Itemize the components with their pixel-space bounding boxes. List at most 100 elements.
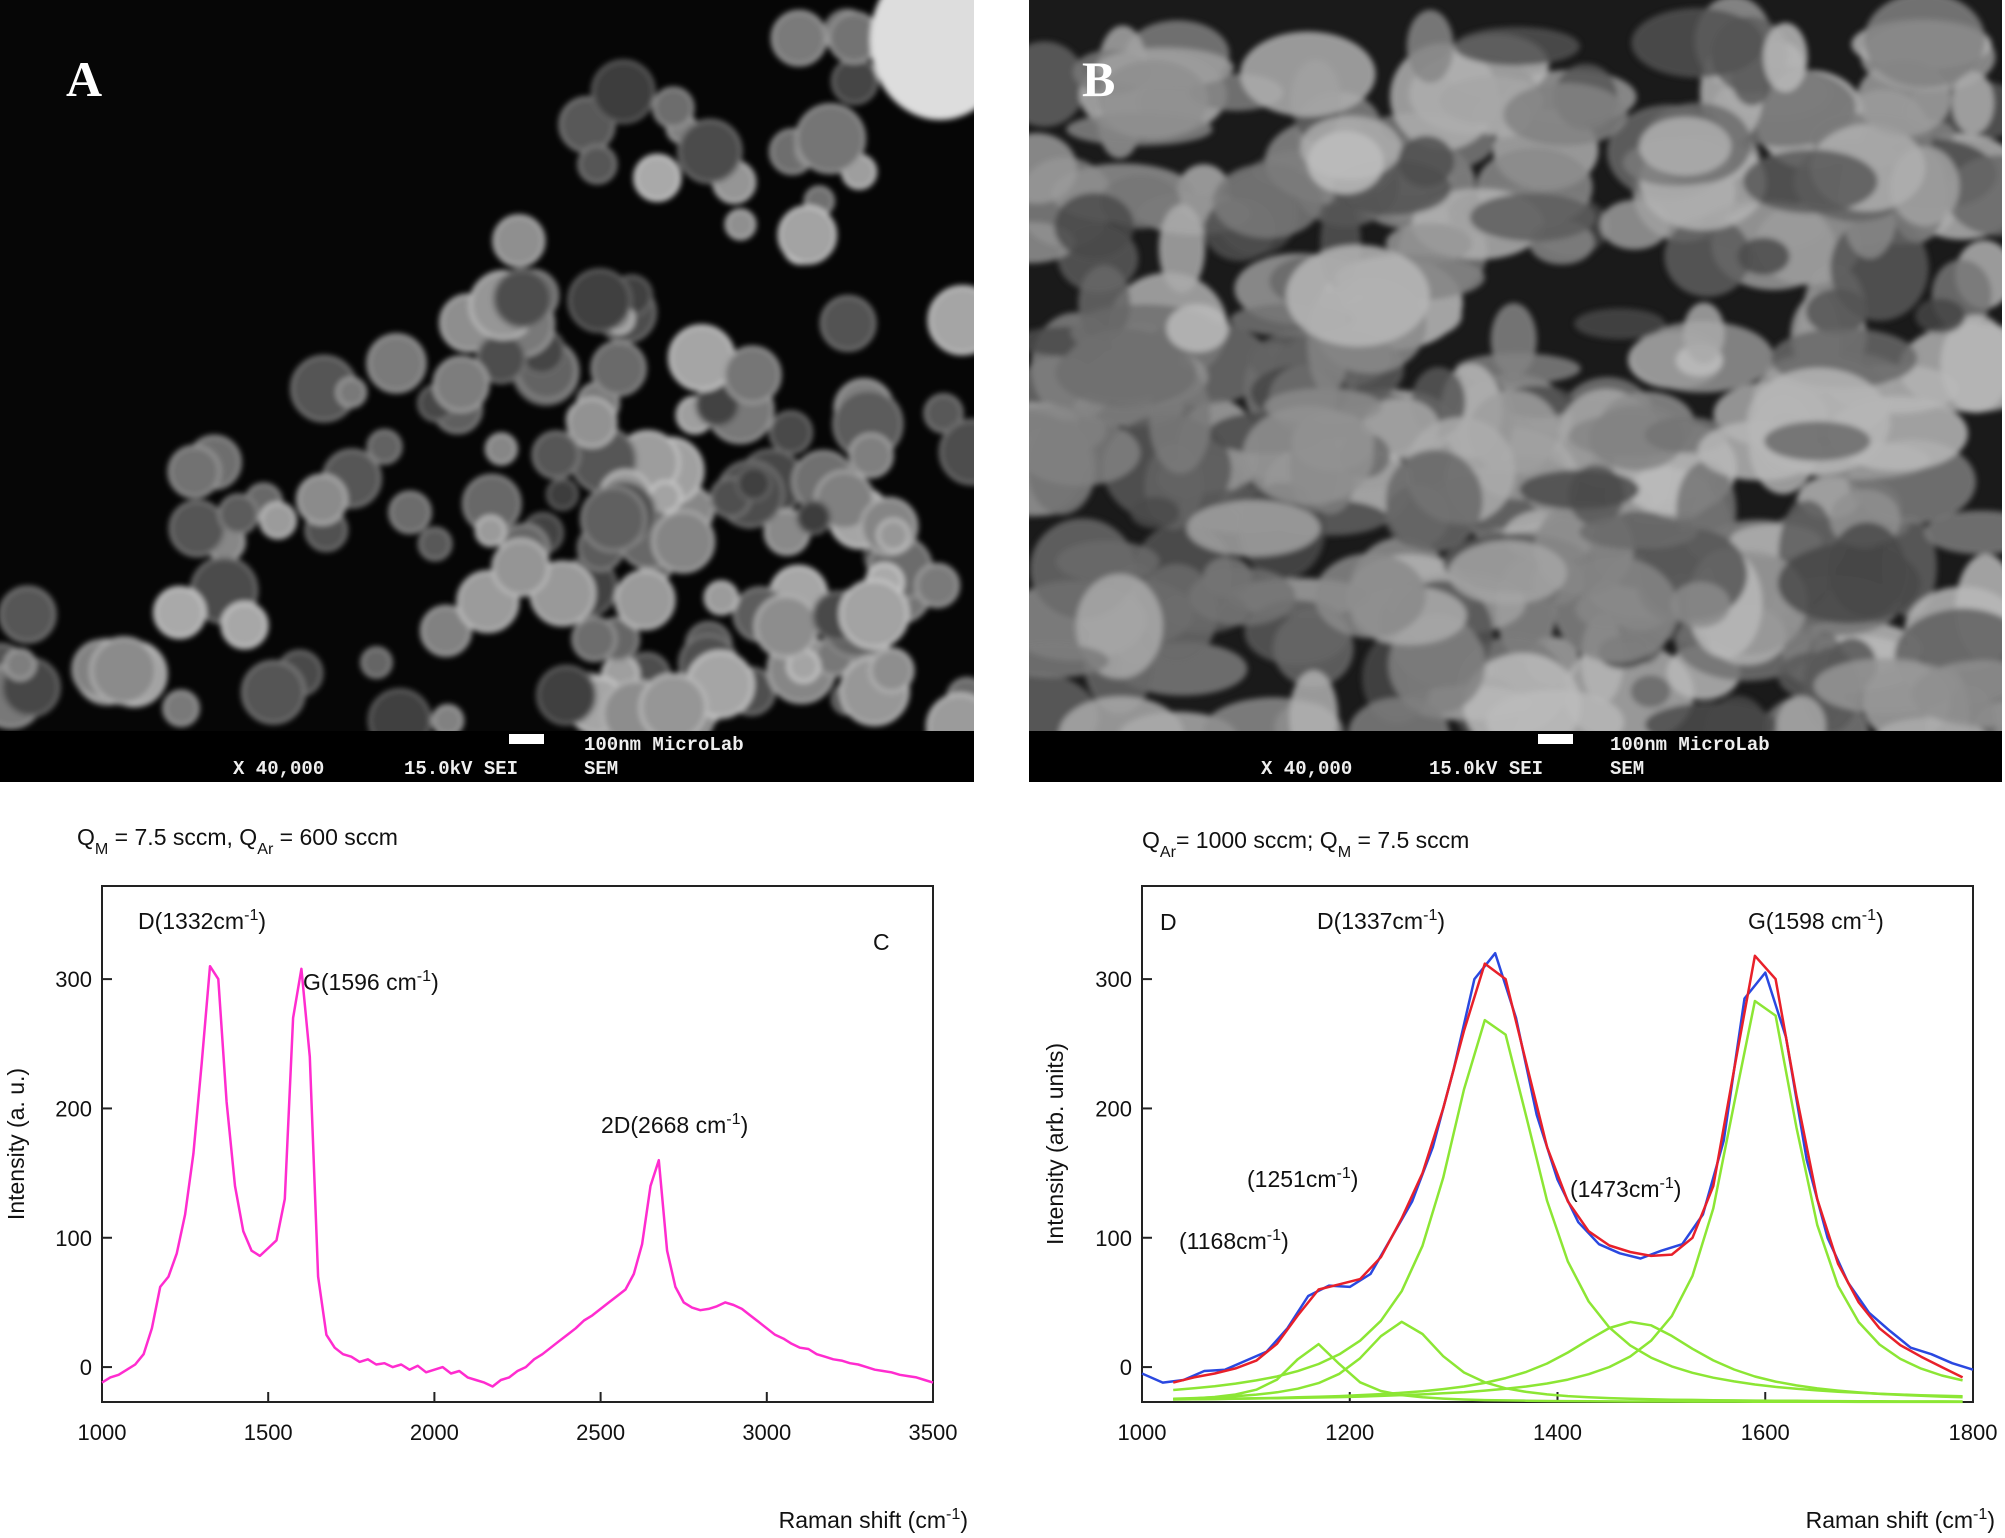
plot-frame	[1141, 885, 1974, 1403]
sem-particle	[651, 509, 715, 574]
y-tick-label: 200	[1095, 1096, 1132, 1121]
sem-flake	[1398, 135, 1455, 187]
sem-particle	[259, 501, 297, 540]
chart-title-run: Ar	[257, 840, 274, 858]
y-tick-label: 100	[1095, 1226, 1132, 1251]
sem-particle	[531, 430, 581, 480]
peak-annotation-run: )	[1674, 1176, 1682, 1202]
sem-particle	[153, 586, 206, 639]
sem-flake	[1056, 540, 1160, 583]
panel-letter: A	[66, 51, 102, 107]
sem-flake	[1385, 449, 1483, 552]
sem-flake	[1158, 204, 1205, 293]
peak-annotation-run: )	[1876, 908, 1884, 934]
sem-info-bar	[1029, 731, 2002, 782]
sem-particle	[162, 689, 200, 727]
sem-particle	[795, 103, 866, 175]
sem-flake	[1066, 328, 1181, 400]
peak-annotation-run: -1	[1423, 906, 1437, 924]
x-tick-label: 3000	[742, 1420, 791, 1445]
sem-texture	[1029, 0, 2002, 731]
x-tick-label: 1800	[1949, 1420, 1998, 1445]
x-axis-label: Raman shift (cm-1)	[779, 1505, 968, 1533]
x-tick-label: 3500	[909, 1420, 958, 1445]
sem-particle	[724, 208, 757, 241]
sem-flake	[1742, 149, 1878, 214]
sem-particle	[591, 59, 656, 124]
sem-particle	[217, 493, 259, 535]
sem-flake	[1186, 500, 1321, 557]
sem-particle	[754, 594, 819, 659]
sem-particle	[491, 538, 550, 597]
sem-flake	[1630, 674, 1671, 708]
sem-flake	[1058, 696, 1184, 731]
sem-flake	[1286, 244, 1430, 347]
sem-particle	[366, 333, 427, 394]
peak-annotation: D(1332cm-1)	[138, 906, 266, 934]
y-tick-label: 100	[55, 1226, 92, 1251]
sem-particle	[168, 499, 227, 558]
sem-particle	[432, 355, 490, 413]
sem-particle	[335, 376, 367, 408]
sem-flake	[1078, 265, 1131, 342]
sem-particle	[703, 580, 739, 616]
sem-particle	[3, 648, 37, 681]
sem-particle	[492, 214, 546, 268]
sem-particle	[360, 646, 393, 679]
sem-flake	[1098, 60, 1209, 140]
peak-annotation: G(1598 cm-1)	[1748, 906, 1884, 934]
peak-annotation: (1473cm-1)	[1570, 1174, 1681, 1202]
y-axis-label-run: Intensity (arb. units)	[1042, 1043, 1068, 1245]
peak-annotation-run: -1	[417, 967, 431, 985]
sem-particle	[420, 605, 472, 657]
peak-annotation-run: 2D(2668 cm	[601, 1112, 726, 1138]
sem-flake	[1707, 695, 1769, 731]
x-tick-label: 1600	[1741, 1420, 1790, 1445]
sem-particle	[167, 445, 221, 499]
sem-particle	[89, 636, 159, 706]
peak-annotation: 2D(2668 cm-1)	[601, 1110, 748, 1138]
peak-annotation: (1251cm-1)	[1247, 1164, 1358, 1192]
peak-annotation-run: )	[1281, 1228, 1289, 1254]
sem-flake	[1911, 660, 2002, 728]
sem-particle	[938, 418, 974, 486]
sem-flake	[1940, 314, 2002, 413]
sem-glare	[870, 0, 974, 120]
sem-flake	[1448, 540, 1567, 605]
sem-magnification: X 40,000	[233, 758, 324, 780]
sem-flake	[1631, 8, 1764, 78]
chart-title-run: = 7.5 sccm, Q	[108, 824, 257, 850]
peak-annotation: G(1596 cm-1)	[303, 967, 439, 995]
sem-flake	[1827, 522, 1906, 618]
sem-flake	[1029, 41, 1086, 127]
sem-particle	[474, 515, 507, 547]
sem-flake	[1776, 695, 1826, 731]
sem-voltage: 15.0kV SEI	[1429, 758, 1543, 780]
sem-particle	[614, 569, 676, 631]
x-tick-label: 1500	[244, 1420, 293, 1445]
panel-label: D	[1160, 909, 1177, 935]
chart-title: QM = 7.5 sccm, QAr = 600 sccm	[77, 824, 398, 858]
sem-flake	[1805, 289, 1869, 334]
chart-title-run: Q	[77, 824, 95, 850]
sem-instrument: SEM	[1610, 758, 1644, 780]
sem-particle	[590, 340, 647, 397]
sem-flake	[1406, 9, 1454, 83]
peak-annotation-run: (1251cm	[1247, 1166, 1336, 1192]
x-axis-label-run: -1	[946, 1505, 960, 1523]
chart-title-run: = 600 sccm	[273, 824, 398, 850]
x-axis-label-run: Raman shift (cm	[1806, 1507, 1973, 1533]
x-tick-label: 1000	[1118, 1420, 1167, 1445]
sem-particle	[723, 345, 782, 405]
sem-flake	[1763, 22, 1808, 93]
x-tick-label: 1200	[1325, 1420, 1374, 1445]
sem-flake	[1212, 163, 1323, 239]
y-tick-label: 0	[1120, 1355, 1132, 1380]
sem-flake	[1469, 193, 1596, 242]
panel-letter: B	[1082, 51, 1115, 107]
scale-bar	[509, 734, 544, 744]
sem-particle	[633, 153, 682, 202]
sem-instrument: SEM	[584, 758, 618, 780]
sem-flake	[1166, 304, 1229, 353]
sem-particle	[926, 692, 974, 731]
